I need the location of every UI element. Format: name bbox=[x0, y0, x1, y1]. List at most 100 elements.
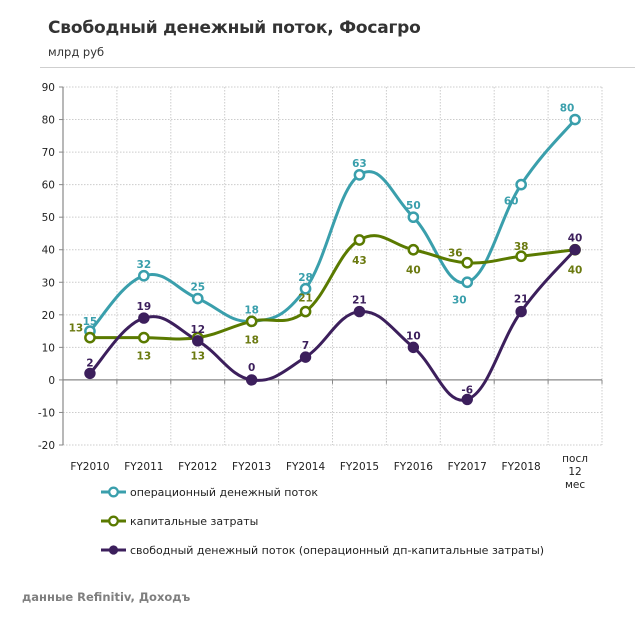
capex-data-label: 40 bbox=[406, 265, 421, 277]
operating-cash-flow-data-label: 50 bbox=[406, 200, 421, 212]
operating-cash-flow-line bbox=[88, 118, 577, 333]
x-tick-label: FY2017 bbox=[448, 461, 487, 473]
y-tick-label: 0 bbox=[48, 375, 55, 387]
capex-data-label: 18 bbox=[244, 334, 259, 346]
source-note: данные Refinitiv, Доходъ bbox=[22, 590, 191, 604]
legend-label: операционный денежный поток bbox=[130, 486, 318, 499]
free-cash-flow-point bbox=[569, 244, 581, 256]
series-markers bbox=[84, 113, 581, 406]
operating-cash-flow-data-label: 25 bbox=[190, 282, 205, 294]
y-axis-ticks: 90 80 70 60 50 40 30 20 10 0 -10 -20 bbox=[38, 82, 63, 452]
operating-cash-flow-data-label: 15 bbox=[83, 316, 98, 328]
capex-data-label: 36 bbox=[448, 248, 463, 260]
y-tick-label: 20 bbox=[42, 310, 55, 322]
operating-cash-flow-data-label: 80 bbox=[560, 103, 575, 115]
free-cash-flow-data-label: 40 bbox=[568, 233, 583, 245]
x-tick-label: FY2015 bbox=[340, 461, 379, 473]
y-tick-label: 70 bbox=[42, 147, 55, 159]
y-tick-label: 40 bbox=[42, 245, 55, 257]
legend-marker-icon bbox=[108, 545, 119, 555]
operating-cash-flow-point bbox=[299, 282, 312, 295]
y-tick-label: 50 bbox=[42, 212, 55, 224]
free-cash-flow-point bbox=[353, 305, 366, 318]
legend-marker-icon bbox=[108, 515, 119, 527]
free-cash-flow-point bbox=[407, 341, 420, 354]
capex-point bbox=[138, 331, 150, 344]
capex-data-label: 38 bbox=[514, 241, 529, 253]
free-cash-flow-data-label: 10 bbox=[406, 330, 421, 342]
free-cash-flow-data-label: 2 bbox=[86, 357, 93, 369]
y-tick-label: -10 bbox=[38, 407, 55, 419]
x-tick-label: FY2016 bbox=[394, 461, 433, 473]
capex-data-label: 13 bbox=[137, 351, 152, 363]
legend: операционный денежный поток капитальные з… bbox=[101, 486, 544, 557]
operating-cash-flow-data-label: 30 bbox=[452, 294, 467, 306]
y-tick-label: -20 bbox=[38, 440, 55, 452]
free-cash-flow-point bbox=[192, 335, 204, 347]
x-tick-label: FY2014 bbox=[286, 461, 325, 473]
capex-line bbox=[88, 234, 577, 341]
operating-cash-flow-point bbox=[569, 113, 581, 126]
series-lines bbox=[88, 118, 577, 402]
operating-cash-flow-data-label: 60 bbox=[504, 196, 519, 208]
free-cash-flow-data-label: 21 bbox=[352, 295, 367, 307]
capex-data-label: 13 bbox=[69, 323, 84, 335]
free-cash-flow-data-label: 12 bbox=[190, 324, 205, 336]
operating-cash-flow-point bbox=[353, 169, 366, 181]
free-cash-flow-data-label: -6 bbox=[461, 384, 473, 396]
free-cash-flow-data-label: 19 bbox=[137, 301, 152, 313]
free-cash-flow-point bbox=[515, 305, 527, 318]
x-tick-label: FY2013 bbox=[232, 461, 271, 473]
capex-data-label: 21 bbox=[298, 293, 313, 305]
y-tick-label: 80 bbox=[42, 115, 55, 127]
y-tick-label: 90 bbox=[42, 82, 55, 94]
free-cash-flow-point bbox=[299, 351, 312, 363]
capex-point bbox=[299, 305, 312, 318]
capex-data-label: 43 bbox=[352, 255, 367, 267]
free-cash-flow-point bbox=[245, 374, 258, 386]
free-cash-flow-data-label: 7 bbox=[302, 340, 309, 352]
operating-cash-flow-point bbox=[191, 292, 204, 305]
operating-cash-flow-point bbox=[515, 178, 528, 191]
operating-cash-flow-point bbox=[138, 269, 150, 282]
capex-data-label: 13 bbox=[190, 351, 205, 363]
chart-units: млрд руб bbox=[48, 45, 105, 59]
free-cash-flow-point bbox=[84, 367, 96, 380]
operating-cash-flow-point bbox=[407, 211, 420, 224]
legend-marker-icon bbox=[108, 486, 119, 498]
capex-point bbox=[515, 250, 528, 263]
capex-point bbox=[353, 234, 366, 246]
x-tick-label: FY2010 bbox=[70, 461, 109, 473]
free-cash-flow-line bbox=[88, 248, 577, 402]
free-cash-flow-point bbox=[461, 393, 473, 406]
data-labels: 15 32 25 18 28 63 50 30 60 80 13 13 13 18 21 43 40 36 38 40… bbox=[69, 103, 583, 397]
operating-cash-flow-point bbox=[461, 276, 474, 289]
y-tick-label: 60 bbox=[42, 180, 55, 192]
legend-label: свободный денежный поток (операционный д… bbox=[130, 544, 544, 557]
capex-point bbox=[407, 243, 420, 256]
operating-cash-flow-data-label: 32 bbox=[137, 259, 152, 271]
capex-point bbox=[461, 256, 474, 269]
gridlines bbox=[63, 86, 603, 446]
legend-item-operating-cash-flow: операционный денежный поток bbox=[101, 486, 318, 499]
x-tick-label: FY2012 bbox=[178, 461, 217, 473]
operating-cash-flow-data-label: 63 bbox=[352, 158, 367, 170]
capex-point bbox=[245, 315, 258, 328]
x-tick-label: посл 12 мес bbox=[562, 453, 588, 491]
y-tick-label: 10 bbox=[42, 342, 55, 354]
y-tick-label: 30 bbox=[42, 277, 55, 289]
capex-data-label: 40 bbox=[568, 265, 583, 277]
title-divider bbox=[40, 67, 635, 68]
x-tick-label: FY2018 bbox=[502, 461, 541, 473]
operating-cash-flow-data-label: 18 bbox=[244, 304, 259, 316]
capex-point bbox=[84, 331, 96, 344]
x-axis-ticks: FY2010 FY2011 FY2012 FY2013 FY2014 FY2015 FY20… bbox=[70, 453, 588, 491]
chart-title: Свободный денежный поток, Фосагро bbox=[48, 18, 421, 38]
free-cash-flow-point bbox=[138, 312, 150, 324]
free-cash-flow-data-label: 0 bbox=[248, 362, 255, 374]
free-cash-flow-data-label: 21 bbox=[514, 294, 529, 306]
legend-item-free-cash-flow: свободный денежный поток (операционный д… bbox=[101, 544, 544, 557]
operating-cash-flow-data-label: 28 bbox=[298, 272, 313, 284]
x-tick-label: FY2011 bbox=[124, 461, 163, 473]
